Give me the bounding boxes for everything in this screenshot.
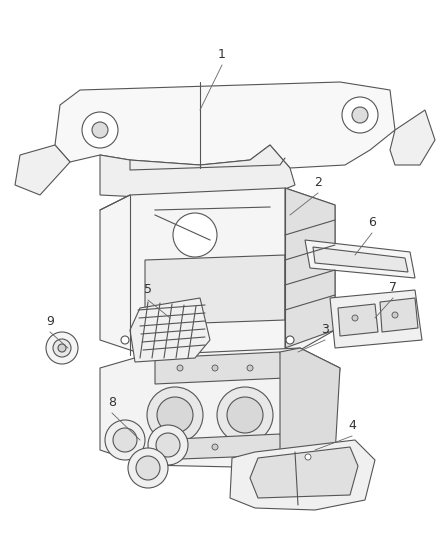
Text: 7: 7	[389, 281, 397, 294]
Circle shape	[46, 332, 78, 364]
Circle shape	[352, 107, 368, 123]
Circle shape	[147, 387, 203, 443]
Circle shape	[58, 344, 66, 352]
Polygon shape	[100, 188, 335, 355]
Circle shape	[105, 420, 145, 460]
Polygon shape	[230, 440, 375, 510]
Circle shape	[121, 336, 129, 344]
Polygon shape	[15, 145, 70, 195]
Circle shape	[342, 97, 378, 133]
Circle shape	[212, 365, 218, 371]
Polygon shape	[155, 434, 285, 460]
Circle shape	[156, 433, 180, 457]
Circle shape	[173, 213, 217, 257]
Circle shape	[136, 456, 160, 480]
Polygon shape	[100, 145, 295, 198]
Text: 2: 2	[314, 176, 322, 189]
Circle shape	[92, 122, 108, 138]
Polygon shape	[285, 188, 335, 348]
Polygon shape	[330, 290, 422, 348]
Text: 1: 1	[218, 48, 226, 61]
Circle shape	[305, 454, 311, 460]
Circle shape	[212, 444, 218, 450]
Circle shape	[217, 387, 273, 443]
Polygon shape	[380, 298, 418, 332]
Polygon shape	[305, 240, 415, 278]
Text: 8: 8	[108, 396, 116, 409]
Polygon shape	[390, 110, 435, 165]
Circle shape	[352, 315, 358, 321]
Polygon shape	[313, 247, 408, 272]
Polygon shape	[55, 82, 395, 168]
Text: 4: 4	[348, 419, 356, 432]
Circle shape	[392, 312, 398, 318]
Circle shape	[82, 112, 118, 148]
Polygon shape	[145, 255, 285, 325]
Circle shape	[247, 365, 253, 371]
Circle shape	[286, 336, 294, 344]
Text: 5: 5	[144, 283, 152, 296]
Polygon shape	[250, 447, 358, 498]
Polygon shape	[155, 352, 285, 384]
Polygon shape	[338, 304, 378, 336]
Circle shape	[128, 448, 168, 488]
Text: 6: 6	[368, 216, 376, 229]
Circle shape	[177, 365, 183, 371]
Text: 9: 9	[46, 315, 54, 328]
Circle shape	[227, 397, 263, 433]
Polygon shape	[130, 298, 210, 362]
Text: 3: 3	[321, 323, 329, 336]
Circle shape	[113, 428, 137, 452]
Circle shape	[157, 397, 193, 433]
Polygon shape	[100, 348, 340, 468]
Circle shape	[148, 425, 188, 465]
Circle shape	[53, 339, 71, 357]
Polygon shape	[280, 348, 340, 468]
